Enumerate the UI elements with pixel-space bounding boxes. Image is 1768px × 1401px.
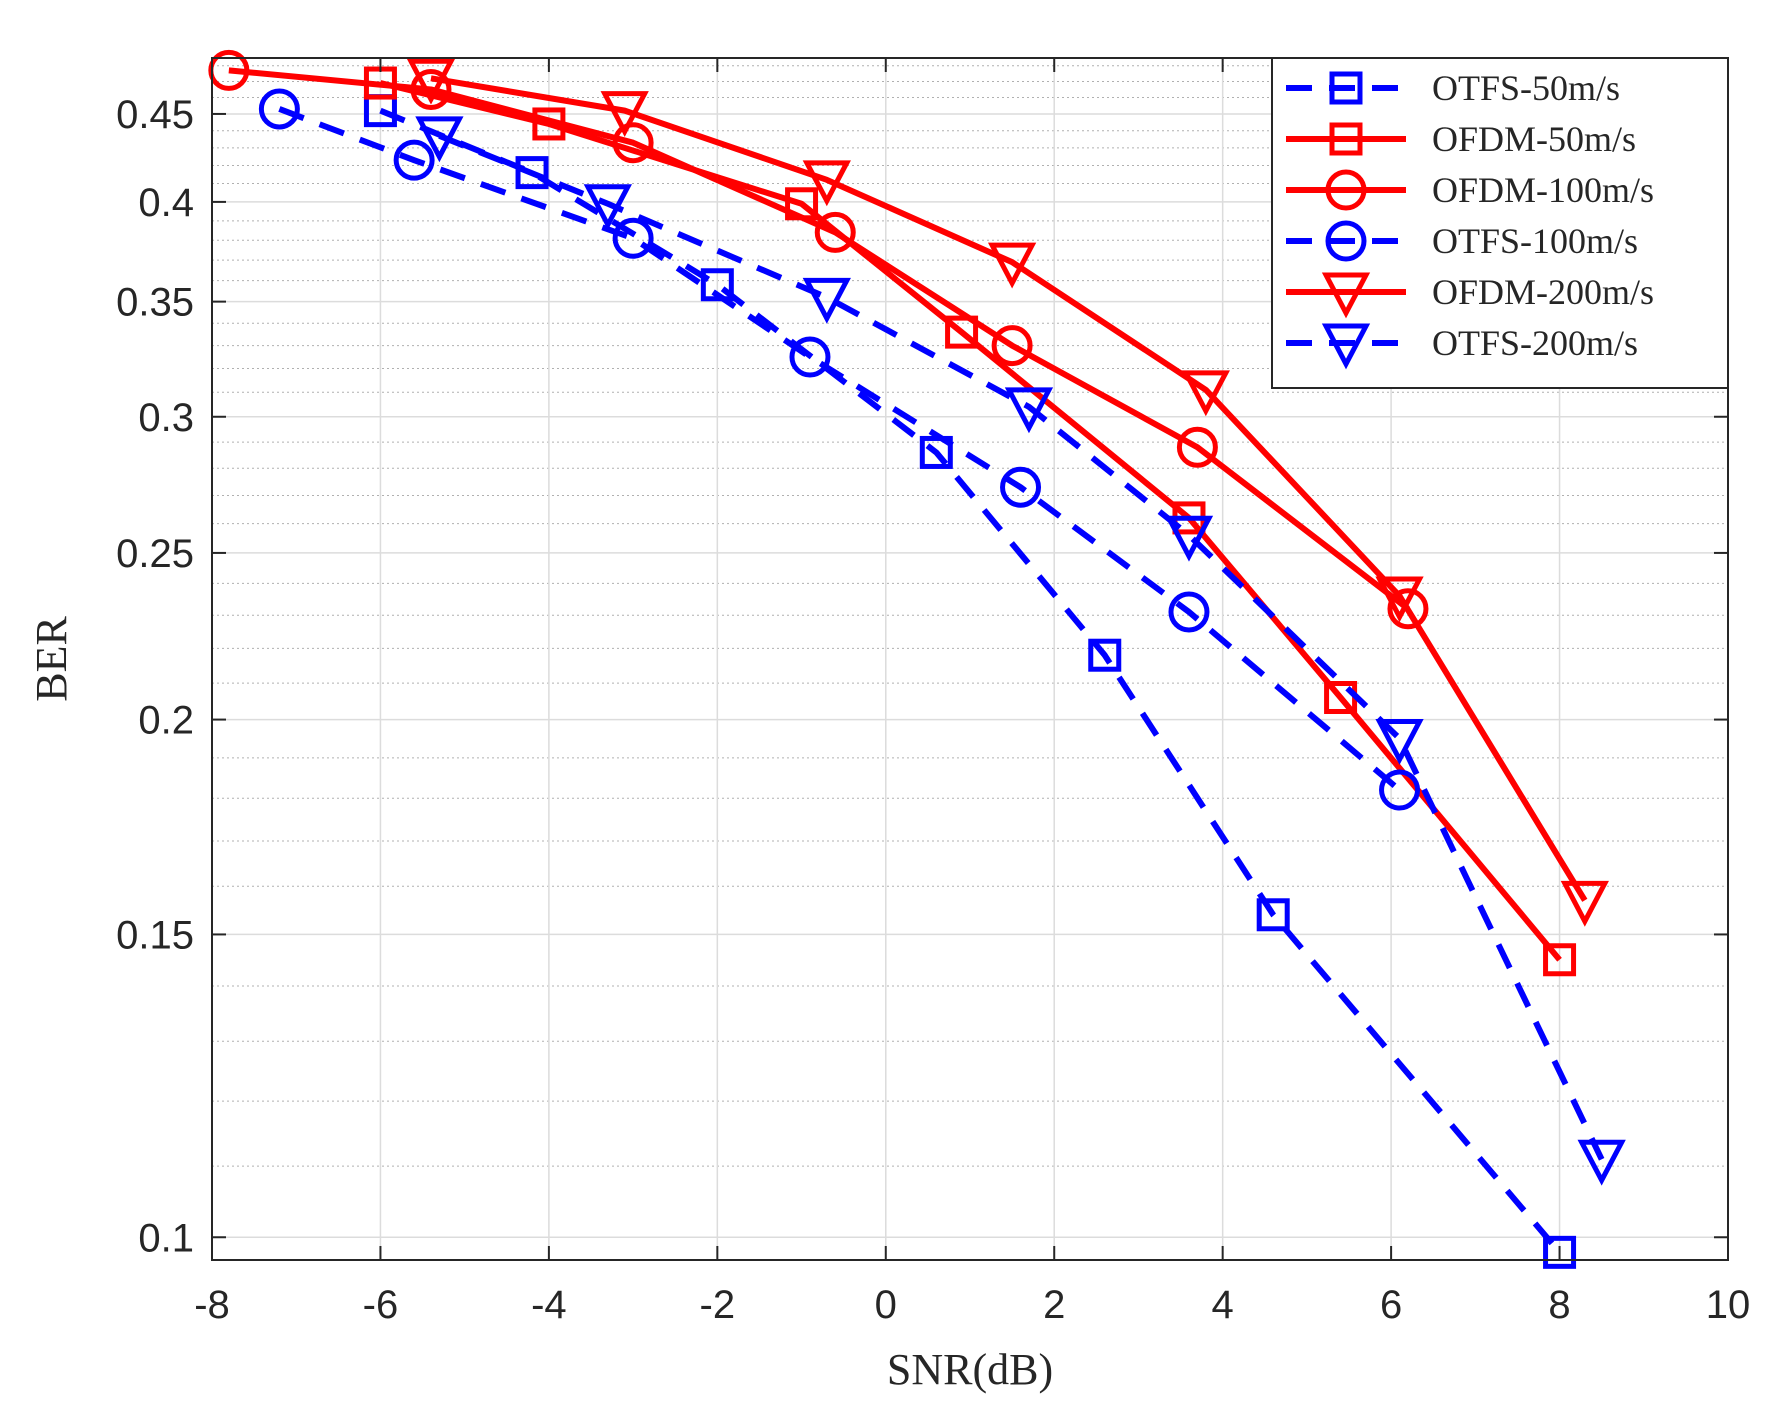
data-point [945,315,979,349]
legend-marker [1321,323,1371,370]
legend-marker [1329,71,1363,105]
data-point [612,122,654,164]
data-point [1181,370,1230,417]
data-point [1168,591,1210,633]
legend-label: OTFS-100m/s [1432,221,1638,261]
series-line-ofdm-50m-s [379,80,1562,962]
data-point [583,184,632,231]
data-point [789,336,831,378]
data-point [1543,1235,1577,1269]
data-point [406,58,456,105]
data-point [1000,466,1042,508]
x-tick-label: -2 [700,1283,736,1327]
data-point [1379,769,1421,811]
x-tick-label: 6 [1380,1283,1402,1327]
data-point [700,268,734,302]
y-tick-label: 0.15 [116,913,194,957]
legend-marker [1329,122,1363,156]
series-otfs-50m-s [363,94,1577,1269]
data-point [208,49,250,91]
series-line-otfs-100m-s [278,106,1402,793]
series-layer [208,49,1626,1269]
data-point [1088,638,1122,672]
data-point [1375,718,1424,765]
y-ticks: 0.1 0.15 0.2 0.25 0.3 0.35 0.4 0.45 [116,93,1728,1260]
data-point [814,211,856,253]
series-line-otfs-200m-s [438,133,1605,1161]
data-point [415,116,464,163]
series-line-otfs-50m-s [379,107,1562,1255]
x-tick-label: 0 [875,1283,897,1327]
x-tick-label: 8 [1548,1283,1570,1327]
data-point [987,242,1037,289]
y-tick-label: 0.35 [116,281,194,325]
data-point [802,277,851,324]
y-tick-label: 0.2 [138,699,194,743]
legend-label: OFDM-100m/s [1432,170,1654,210]
data-point [1375,576,1424,623]
y-axis-label: BER [27,616,76,702]
x-tick-label: -8 [194,1283,230,1327]
x-axis-label: SNR(dB) [887,1345,1053,1394]
y-tick-label: 0.45 [116,93,194,137]
data-point [410,68,452,110]
series-ofdm-200m-s [406,58,1609,927]
series-otfs-200m-s [415,116,1626,1186]
legend-item-ofdm-50m-s: OFDM-50m/s [1286,119,1636,159]
x-tick-label: 4 [1212,1283,1234,1327]
y-tick-label: 0.25 [116,532,194,576]
series-ofdm-100m-s [208,49,1429,630]
data-point [612,217,654,259]
legend-item-otfs-100m-s: OTFS-100m/s [1286,220,1638,262]
y-tick-label: 0.3 [138,396,194,440]
data-point [991,325,1033,367]
x-tick-label: -6 [363,1283,399,1327]
data-point [515,156,549,190]
legend-item-ofdm-100m-s: OFDM-100m/s [1286,169,1654,211]
x-tick-label: -4 [531,1283,567,1327]
legend-label: OFDM-50m/s [1432,119,1636,159]
legend-marker [1325,169,1367,211]
legend-marker [1325,220,1367,262]
series-otfs-100m-s [258,88,1421,811]
data-point [600,91,649,137]
x-tick-label: 10 [1706,1283,1751,1327]
legend-item-ofdm-200m-s: OFDM-200m/s [1286,272,1654,319]
series-line-ofdm-100m-s [228,67,1410,612]
y-tick-label: 0.1 [138,1216,194,1260]
data-point [1387,588,1429,630]
legend-item-otfs-50m-s: OTFS-50m/s [1286,68,1620,108]
data-point [1004,387,1054,434]
legend-label: OTFS-200m/s [1432,323,1638,363]
data-point [1256,898,1290,932]
legend-marker [1321,272,1371,319]
data-point [258,88,300,130]
data-point [393,139,435,181]
series-line-ofdm-200m-s [430,75,1588,902]
legend-label: OFDM-200m/s [1432,272,1654,312]
data-point [1577,1139,1626,1186]
data-point [1543,943,1577,977]
data-point [1176,426,1218,468]
data-point [1164,515,1214,562]
plot-frame [211,57,1729,1261]
x-ticks: -8 -6 -4 -2 0 2 4 6 8 10 [194,58,1750,1327]
data-point [1560,880,1609,927]
x-tick-label: 2 [1043,1283,1065,1327]
legend-label: OTFS-50m/s [1432,68,1620,108]
data-point [802,160,851,207]
y-tick-label: 0.4 [138,181,194,225]
legend: OTFS-50m/s OFDM-50m/s OFDM-100m/s OTFS-100m… [1271,57,1729,389]
legend-item-otfs-200m-s: OTFS-200m/s [1286,323,1638,370]
